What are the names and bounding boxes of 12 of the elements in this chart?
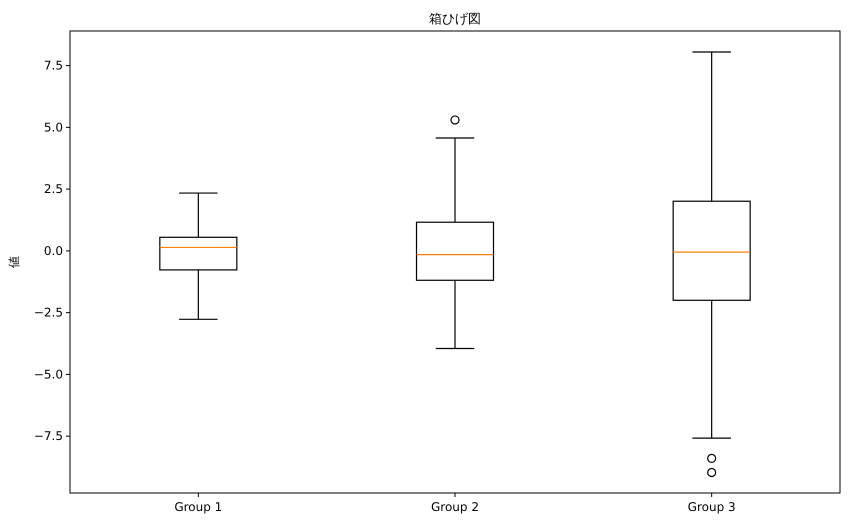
y-tick-label: −7.5 bbox=[34, 429, 63, 444]
x-tick-label: Group 1 bbox=[174, 500, 222, 514]
y-tick-label: −2.5 bbox=[34, 306, 63, 320]
y-tick-label: −5.0 bbox=[34, 367, 63, 382]
x-tick-label: Group 2 bbox=[431, 500, 479, 514]
y-tick-label: 5.0 bbox=[44, 120, 63, 134]
y-tick-label: 2.5 bbox=[44, 182, 63, 196]
y-tick-label: 7.5 bbox=[44, 58, 63, 73]
x-tick-label: Group 3 bbox=[688, 500, 736, 514]
y-axis-title: 値 bbox=[7, 256, 21, 268]
chart-title: 箱ひげ図 bbox=[429, 12, 481, 27]
y-tick-label: 0.0 bbox=[44, 244, 63, 258]
